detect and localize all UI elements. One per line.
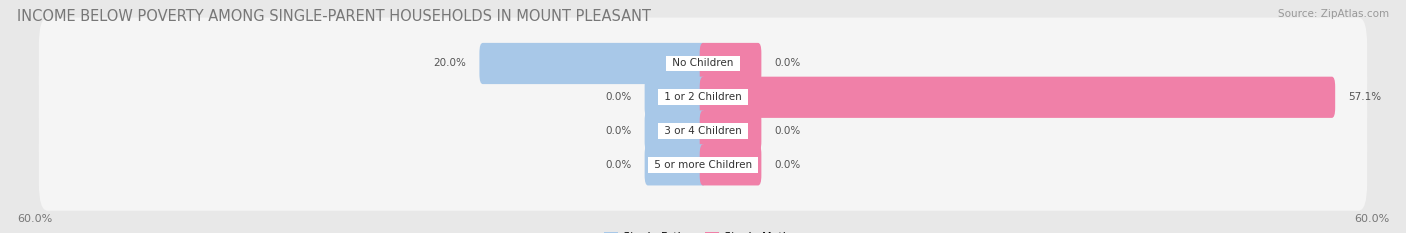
FancyBboxPatch shape (700, 77, 1336, 118)
Text: 0.0%: 0.0% (775, 58, 801, 69)
Text: 5 or more Children: 5 or more Children (651, 160, 755, 170)
Text: 57.1%: 57.1% (1348, 92, 1382, 102)
FancyBboxPatch shape (39, 51, 1367, 143)
Text: 0.0%: 0.0% (605, 160, 631, 170)
Text: 0.0%: 0.0% (775, 126, 801, 136)
Text: 60.0%: 60.0% (17, 214, 52, 224)
Text: INCOME BELOW POVERTY AMONG SINGLE-PARENT HOUSEHOLDS IN MOUNT PLEASANT: INCOME BELOW POVERTY AMONG SINGLE-PARENT… (17, 9, 651, 24)
FancyBboxPatch shape (644, 110, 706, 152)
Text: 3 or 4 Children: 3 or 4 Children (661, 126, 745, 136)
FancyBboxPatch shape (644, 144, 706, 185)
Text: 1 or 2 Children: 1 or 2 Children (661, 92, 745, 102)
Text: 20.0%: 20.0% (433, 58, 467, 69)
Text: No Children: No Children (669, 58, 737, 69)
FancyBboxPatch shape (700, 110, 762, 152)
Text: 0.0%: 0.0% (605, 92, 631, 102)
Legend: Single Father, Single Mother: Single Father, Single Mother (600, 227, 806, 233)
FancyBboxPatch shape (479, 43, 706, 84)
Text: 0.0%: 0.0% (605, 126, 631, 136)
FancyBboxPatch shape (39, 85, 1367, 177)
FancyBboxPatch shape (700, 144, 762, 185)
FancyBboxPatch shape (39, 18, 1367, 109)
Text: 60.0%: 60.0% (1354, 214, 1389, 224)
FancyBboxPatch shape (39, 119, 1367, 211)
Text: Source: ZipAtlas.com: Source: ZipAtlas.com (1278, 9, 1389, 19)
Text: 0.0%: 0.0% (775, 160, 801, 170)
FancyBboxPatch shape (700, 43, 762, 84)
FancyBboxPatch shape (644, 77, 706, 118)
